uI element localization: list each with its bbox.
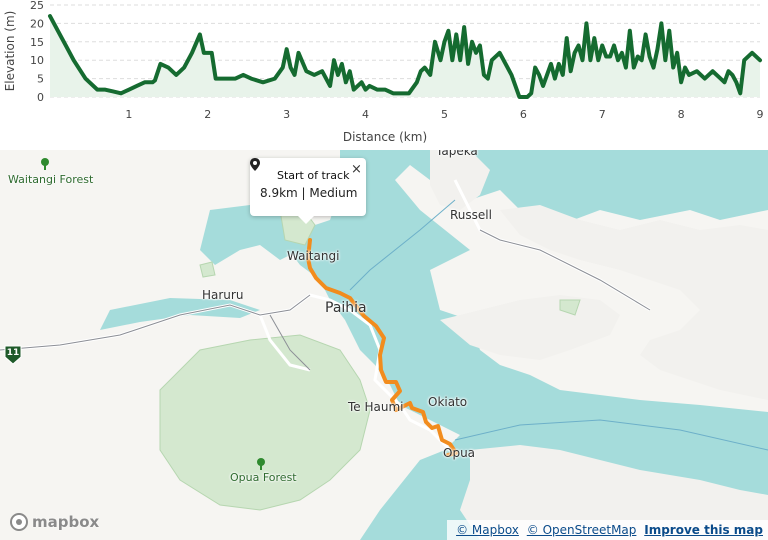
walking-track[interactable] bbox=[306, 238, 458, 457]
elevation-area bbox=[50, 16, 760, 97]
place-waitangi-forest: Waitangi Forest bbox=[8, 173, 94, 186]
place-opua: Opua bbox=[443, 446, 476, 460]
popup-close-icon[interactable]: × bbox=[351, 162, 362, 177]
place-te-haumi: Te Haumi bbox=[348, 400, 404, 414]
elevation-chart-svg: 0 5 10 15 20 25 1 2 3 4 5 6 7 8 9 Distance (km) Elevatio… bbox=[3, 0, 764, 144]
place-opua-forest: Opua Forest bbox=[230, 471, 297, 484]
improve-map-link[interactable]: Improve this map bbox=[644, 523, 763, 537]
elevation-chart: 0 5 10 15 20 25 1 2 3 4 5 6 7 8 9 Distance (km) Elevatio… bbox=[0, 0, 768, 150]
tree-icon bbox=[257, 458, 265, 470]
place-haruru: Haruru bbox=[202, 288, 244, 302]
mapbox-logo-icon bbox=[10, 513, 28, 531]
place-russell: Russell bbox=[450, 208, 492, 222]
popup-title: Start of track bbox=[277, 169, 350, 182]
y-tick-label: 0 bbox=[37, 91, 44, 104]
forest-areas bbox=[159, 204, 581, 511]
y-tick-label: 20 bbox=[30, 17, 44, 30]
x-tick-label: 2 bbox=[204, 108, 211, 121]
channel-line bbox=[454, 419, 768, 451]
y-tick-label: 10 bbox=[30, 54, 44, 67]
x-axis-label: Distance (km) bbox=[343, 130, 427, 144]
x-tick-label: 7 bbox=[599, 108, 606, 121]
y-tick-label: 15 bbox=[30, 36, 44, 49]
track-popup[interactable]: Start of track × 8.9km | Medium bbox=[250, 158, 366, 224]
y-tick-label: 25 bbox=[30, 0, 44, 12]
mapbox-logo-text: mapbox bbox=[32, 513, 100, 531]
y-tick-label: 5 bbox=[37, 73, 44, 86]
x-tick-label: 1 bbox=[125, 108, 132, 121]
mapbox-attribution-link[interactable]: © Mapbox bbox=[456, 523, 519, 537]
shield-icon bbox=[4, 345, 22, 365]
ferry-route bbox=[349, 199, 456, 291]
map-attribution: © Mapbox © OpenStreetMap Improve this ma… bbox=[447, 520, 768, 540]
map-pin-icon bbox=[250, 158, 260, 171]
x-tick-label: 8 bbox=[678, 108, 685, 121]
x-tick-label: 6 bbox=[520, 108, 527, 121]
x-tick-label: 9 bbox=[757, 108, 764, 121]
place-waitangi: Waitangi bbox=[287, 249, 340, 263]
place-tapeka: Tapeka bbox=[436, 150, 478, 158]
road-outlines bbox=[0, 229, 651, 371]
x-tick-label: 5 bbox=[441, 108, 448, 121]
map[interactable]: Waitangi Forest Opua Forest Tapeka Russe… bbox=[0, 150, 768, 540]
place-paihia: Paihia bbox=[325, 300, 367, 316]
popup-subtitle: 8.9km | Medium bbox=[260, 186, 358, 200]
osm-attribution-link[interactable]: © OpenStreetMap bbox=[526, 523, 637, 537]
y-axis-label: Elevation (m) bbox=[3, 11, 17, 92]
highway-shield: 11 bbox=[4, 345, 22, 365]
x-tick-label: 4 bbox=[362, 108, 369, 121]
map-canvas[interactable] bbox=[0, 150, 768, 540]
place-okiato: Okiato bbox=[428, 395, 468, 409]
islands bbox=[430, 150, 768, 540]
x-tick-label: 3 bbox=[283, 108, 290, 121]
highway-shield-number: 11 bbox=[6, 348, 20, 358]
tree-icon bbox=[41, 158, 49, 170]
elevation-line bbox=[48, 14, 762, 99]
mapbox-logo[interactable]: mapbox bbox=[10, 512, 99, 532]
